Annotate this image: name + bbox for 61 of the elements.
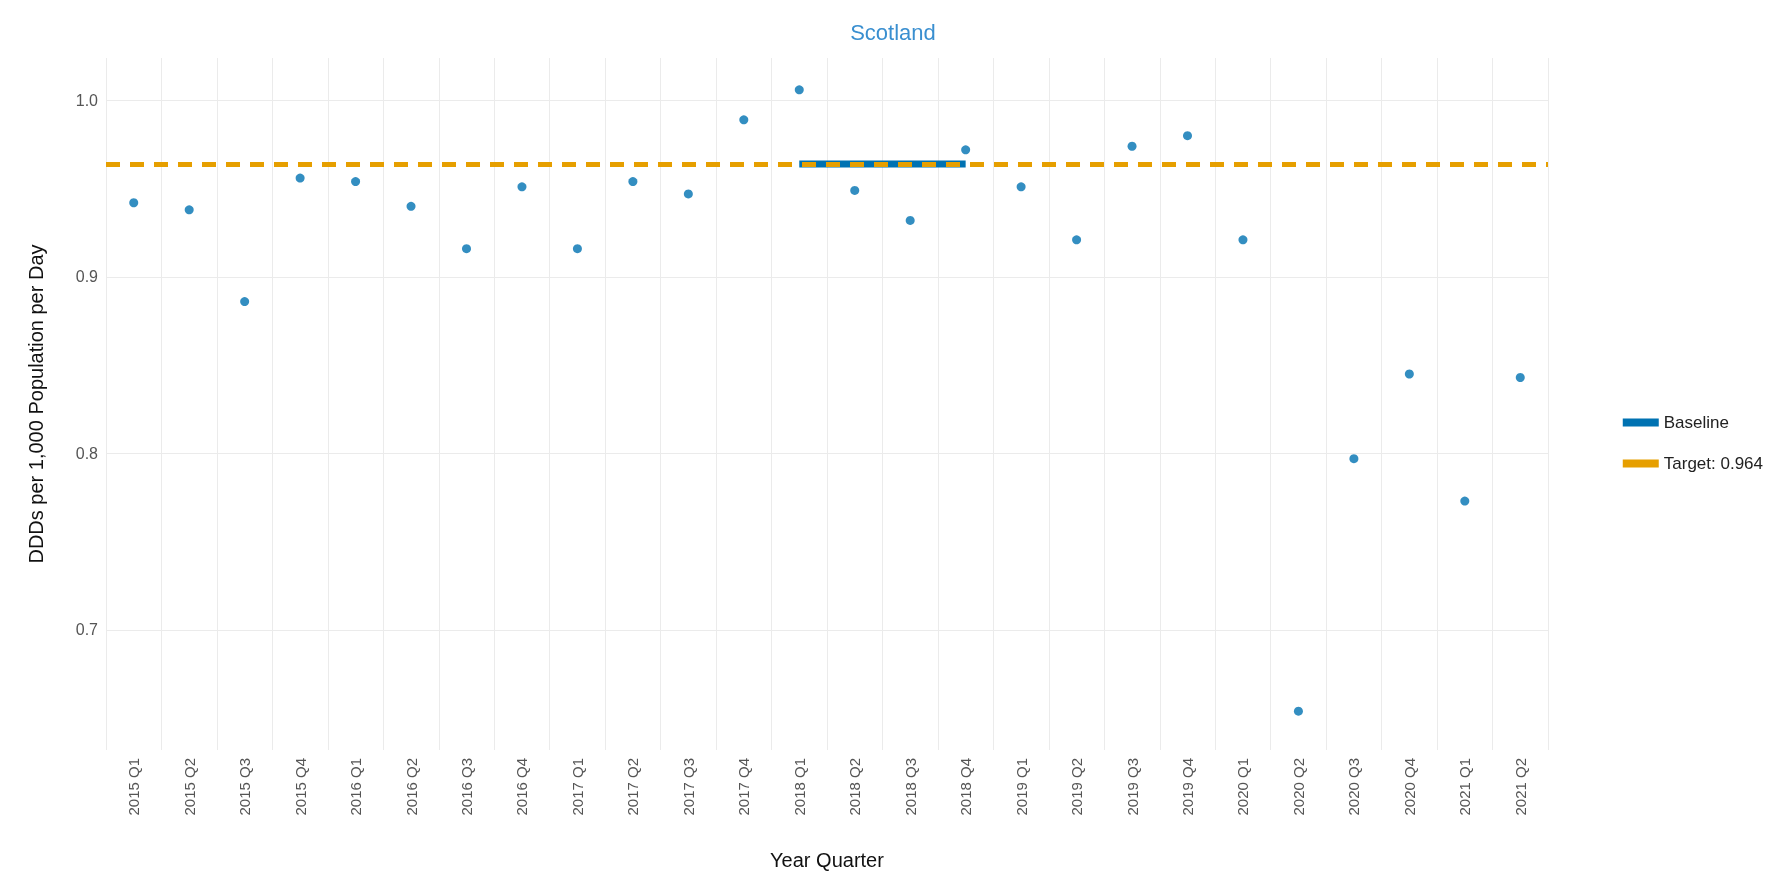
- point: [240, 297, 250, 307]
- x-tick-label: 2019 Q3: [1123, 758, 1141, 816]
- x-tick-label: 2020 Q4: [1400, 758, 1418, 816]
- x-tick-label: 2016 Q2: [402, 758, 420, 816]
- point: [572, 244, 582, 254]
- x-tick-label: 2015 Q1: [125, 758, 143, 816]
- x-tick-label: 2017 Q1: [568, 758, 586, 816]
- x-tick-label: 2016 Q1: [347, 758, 365, 816]
- x-tick-label: 2020 Q3: [1345, 758, 1363, 816]
- x-tick-label: 2015 Q2: [180, 758, 198, 816]
- legend-label: Target: 0.964: [1663, 454, 1764, 473]
- point: [683, 189, 693, 199]
- x-tick-label: 2020 Q1: [1234, 758, 1252, 816]
- x-tick-label: 2021 Q2: [1511, 758, 1529, 816]
- point: [1072, 235, 1082, 245]
- point: [517, 182, 527, 192]
- x-tick-label: 2015 Q4: [291, 758, 309, 816]
- point: [850, 185, 860, 195]
- point: [1127, 141, 1137, 151]
- point: [295, 173, 305, 183]
- point: [462, 244, 471, 254]
- point: [961, 145, 971, 155]
- y-tick-label: 0.9: [75, 268, 99, 286]
- y-axis-title: DDDs per 1,000 Population per Day: [25, 244, 47, 564]
- x-tick-label: 2017 Q4: [735, 758, 753, 816]
- x-tick-label: 2018 Q3: [901, 758, 919, 816]
- x-tick-label: 2019 Q1: [1012, 758, 1030, 816]
- point: [351, 177, 361, 187]
- legend-label: Baseline: [1663, 413, 1729, 432]
- point: [1460, 496, 1470, 506]
- point: [184, 205, 194, 215]
- y-tick-label: 0.8: [75, 444, 99, 462]
- x-tick-label: 2015 Q3: [236, 758, 254, 816]
- point: [905, 215, 915, 225]
- point: [1404, 369, 1414, 379]
- x-tick-label: 2017 Q3: [679, 758, 697, 816]
- point: [1016, 182, 1026, 192]
- x-tick-label: 2019 Q2: [1068, 758, 1086, 816]
- x-tick-label: 2019 Q4: [1179, 758, 1196, 816]
- point: [406, 201, 416, 211]
- x-tick-label: 2017 Q2: [624, 758, 642, 816]
- x-tick-label: 2016 Q3: [458, 758, 475, 816]
- point: [794, 85, 804, 95]
- x-tick-label: 2018 Q4: [957, 758, 975, 816]
- point: [1293, 706, 1303, 716]
- x-tick-label: 2020 Q2: [1289, 758, 1307, 816]
- point: [628, 177, 638, 187]
- x-tick-label: 2021 Q1: [1456, 758, 1474, 816]
- point: [1238, 235, 1248, 245]
- chart-title: Scotland: [850, 19, 936, 45]
- point: [129, 198, 139, 208]
- x-tick-label: 2016 Q4: [513, 758, 531, 816]
- y-tick-label: 0.7: [75, 621, 99, 639]
- point: [739, 115, 749, 125]
- point: [1515, 373, 1525, 383]
- x-tick-label: 2018 Q2: [846, 758, 864, 816]
- point: [1183, 131, 1192, 141]
- x-axis-title: Year Quarter: [770, 849, 885, 871]
- x-tick-label: 2018 Q1: [790, 758, 808, 816]
- y-tick-label: 1.0: [75, 91, 99, 109]
- point: [1349, 454, 1359, 464]
